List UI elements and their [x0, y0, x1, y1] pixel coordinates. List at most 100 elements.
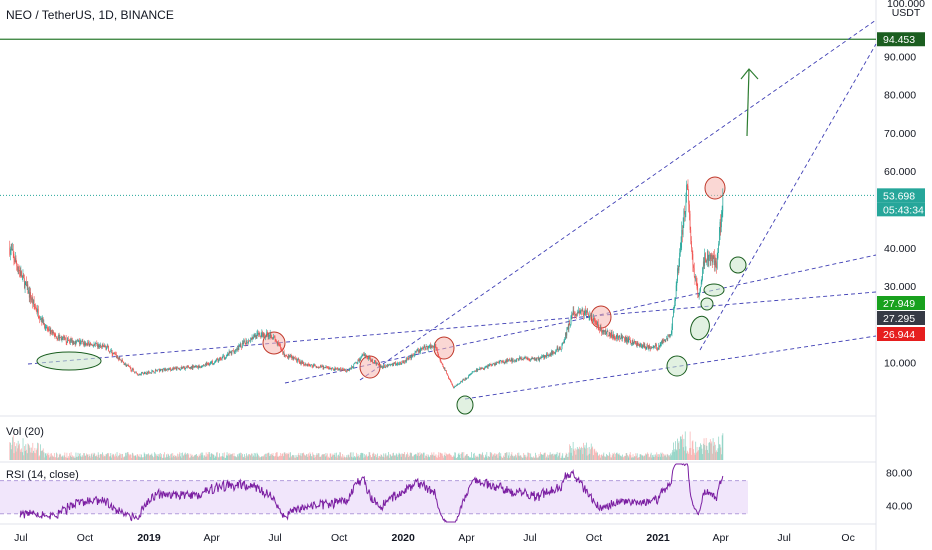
candle-body	[186, 367, 187, 368]
candle-body	[590, 314, 591, 316]
candle-body	[388, 364, 390, 366]
volume-bar	[215, 456, 217, 460]
volume-bar	[69, 453, 71, 460]
candle-body	[606, 331, 608, 332]
volume-bar	[480, 454, 481, 460]
candle-body	[580, 310, 582, 312]
candle-body	[460, 381, 462, 382]
candle-body	[712, 256, 713, 263]
volume-bar	[582, 454, 584, 460]
candle-body	[231, 350, 233, 354]
candle-body	[573, 310, 575, 313]
candle-body	[400, 363, 402, 365]
candle-body	[295, 358, 297, 360]
volume-bar	[381, 454, 383, 460]
price-tag	[877, 188, 925, 203]
candle-body	[88, 341, 89, 344]
volume-bar	[83, 453, 85, 460]
volume-bar	[387, 456, 389, 460]
candle-body	[296, 359, 298, 362]
volume-bar	[584, 445, 586, 460]
candle-body	[636, 342, 638, 346]
candle-body	[76, 340, 78, 342]
candle-body	[31, 298, 33, 300]
candle-body	[458, 383, 460, 385]
candle-body	[632, 340, 634, 345]
candle-body	[85, 343, 87, 345]
volume-bar	[572, 455, 573, 460]
volume-bar	[32, 442, 34, 460]
candle-body	[118, 357, 119, 360]
volume-bar	[278, 456, 279, 460]
candle-body	[120, 360, 122, 362]
volume-bar	[573, 449, 575, 460]
candle-body	[514, 360, 515, 361]
candle-body	[689, 213, 691, 230]
volume-bar	[393, 452, 394, 460]
volume-bar	[207, 452, 209, 460]
volume-bar	[516, 457, 518, 460]
candle-body	[63, 336, 64, 338]
candle-body	[716, 257, 718, 269]
volume-bar	[134, 456, 135, 460]
candle-body	[478, 368, 479, 370]
volume-bar	[84, 455, 86, 460]
volume-bar	[211, 453, 213, 460]
volume-bar	[623, 456, 625, 460]
volume-bar	[99, 453, 101, 460]
volume-bar	[439, 456, 440, 460]
trendline-middle	[284, 254, 877, 384]
volume-bar	[533, 457, 535, 460]
candle-body	[302, 361, 304, 363]
candle-body	[601, 330, 603, 333]
candle-body	[203, 365, 205, 366]
candle-body	[379, 365, 381, 367]
candle-body	[581, 310, 583, 312]
volume-bar	[197, 455, 199, 460]
candle-body	[266, 332, 268, 337]
candle-body	[457, 384, 458, 386]
candle-body	[549, 353, 551, 356]
volume-bar	[29, 447, 31, 460]
volume-bar	[634, 456, 636, 460]
volume-bar	[168, 455, 170, 460]
candle-body	[485, 366, 487, 367]
candle-body	[630, 342, 632, 345]
volume-bar	[366, 455, 368, 460]
volume-bar	[615, 454, 617, 460]
candle-body	[56, 336, 58, 339]
candle-body	[59, 337, 61, 339]
candle-body	[153, 371, 155, 373]
volume-bar	[205, 452, 207, 460]
volume-bar	[477, 456, 479, 460]
volume-bar	[372, 452, 374, 460]
candle-body	[599, 326, 601, 330]
volume-bar	[688, 453, 690, 460]
volume-bar	[565, 455, 566, 460]
volume-bar	[370, 457, 372, 460]
candle-body	[287, 356, 288, 358]
volume-bar	[72, 457, 74, 460]
volume-bar	[585, 448, 587, 460]
candle-body	[494, 363, 496, 365]
volume-bar	[147, 453, 149, 460]
candle-body	[553, 352, 555, 354]
candle-body	[183, 366, 185, 368]
volume-bar	[28, 445, 30, 460]
volume-bar	[378, 456, 380, 460]
candle-body	[715, 260, 717, 263]
candle-body	[14, 258, 16, 263]
volume-bar	[492, 454, 494, 460]
candle-body	[452, 384, 453, 387]
candle-body	[507, 359, 508, 362]
volume-bar	[59, 453, 61, 460]
volume-bar	[90, 457, 91, 460]
candle-body	[351, 366, 353, 369]
volume-bar	[343, 455, 345, 460]
candle-body	[706, 260, 708, 262]
candle-body	[553, 351, 554, 353]
candle-body	[627, 339, 629, 343]
volume-bar	[193, 456, 195, 460]
volume-bar	[565, 452, 567, 460]
